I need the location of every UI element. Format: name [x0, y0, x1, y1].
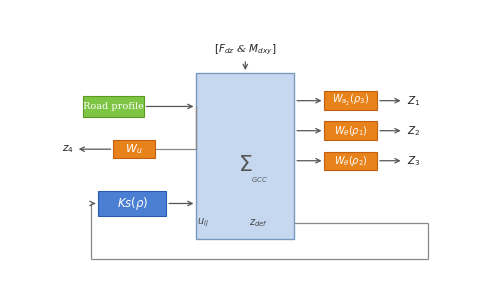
FancyBboxPatch shape: [84, 96, 144, 117]
FancyBboxPatch shape: [325, 152, 377, 170]
Text: $Ks(\rho)$: $Ks(\rho)$: [117, 195, 148, 212]
Text: $W_u$: $W_u$: [125, 142, 143, 156]
FancyBboxPatch shape: [325, 92, 377, 110]
FancyBboxPatch shape: [325, 122, 377, 140]
FancyBboxPatch shape: [114, 140, 155, 158]
Text: $Z_3$: $Z_3$: [407, 154, 421, 168]
Text: $\Sigma$: $\Sigma$: [238, 154, 253, 176]
FancyBboxPatch shape: [196, 73, 294, 239]
Text: $W_{a_2}(\rho_3)$: $W_{a_2}(\rho_3)$: [332, 93, 369, 108]
Text: Road profile: Road profile: [83, 102, 144, 111]
Text: $Z_1$: $Z_1$: [407, 94, 420, 108]
Text: $W_\theta(\rho_2)$: $W_\theta(\rho_2)$: [334, 154, 367, 168]
Text: $Z_2$: $Z_2$: [407, 124, 420, 138]
FancyBboxPatch shape: [98, 191, 166, 216]
Text: $[F_{dz}$ & $M_{dxy}]$: $[F_{dz}$ & $M_{dxy}]$: [214, 42, 277, 57]
Text: $u_{ij}$: $u_{ij}$: [197, 217, 209, 229]
Text: $z_{def}$: $z_{def}$: [249, 217, 268, 229]
Text: $W_\theta(\rho_1)$: $W_\theta(\rho_1)$: [334, 124, 367, 138]
Text: $z_4$: $z_4$: [62, 143, 74, 155]
Text: $_{GCC}$: $_{GCC}$: [251, 176, 268, 185]
